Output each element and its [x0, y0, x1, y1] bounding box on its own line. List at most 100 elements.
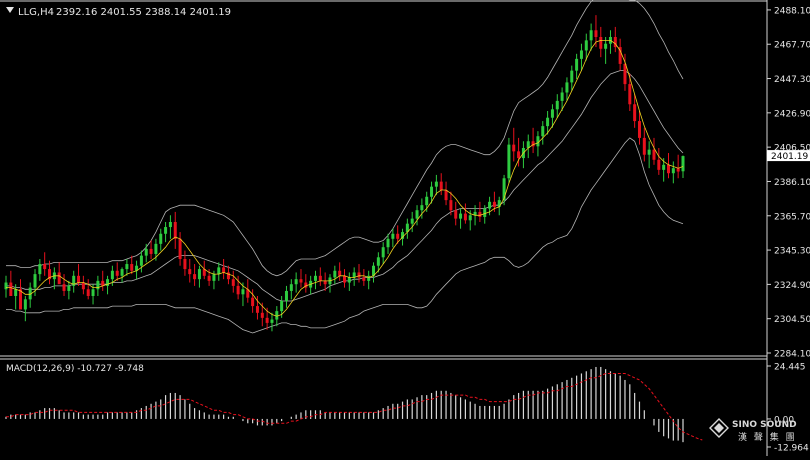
candle-body: [633, 104, 637, 122]
candle-body: [347, 277, 351, 283]
candle-body: [550, 109, 554, 118]
price-tick-label: 2386.10: [774, 178, 810, 188]
candlesticks: [4, 15, 685, 332]
price-tick-label: 2406.50: [774, 144, 810, 154]
candle-body: [546, 117, 550, 127]
candle-body: [401, 232, 405, 239]
candle-body: [555, 100, 559, 110]
candle-body: [81, 282, 85, 290]
candle-body: [217, 267, 221, 275]
candle-body: [193, 274, 197, 280]
macd-label: MACD(12,26,9) -10.727 -9.748: [6, 364, 144, 374]
moving-average: [6, 40, 684, 317]
candle-body: [662, 164, 666, 170]
candle-body: [19, 289, 23, 310]
candle-body: [512, 144, 516, 152]
candle-body: [164, 227, 168, 234]
current-price-label: 2401.19: [771, 152, 808, 162]
candle-body: [343, 275, 346, 283]
watermark-sub: 漢 聲 集 團: [738, 431, 797, 443]
candle-body: [77, 275, 81, 283]
candle-body: [48, 269, 52, 280]
candle-body: [623, 63, 627, 85]
candle-body: [91, 289, 95, 296]
candle-body: [284, 290, 288, 302]
candle-body: [681, 156, 685, 172]
macd-signal-line: [6, 373, 703, 441]
candle-body: [255, 306, 259, 313]
candle-body: [275, 311, 279, 320]
candle-body: [463, 213, 467, 221]
candle-body: [197, 269, 201, 280]
candle-body: [139, 255, 143, 266]
middle-band-line: [6, 70, 684, 302]
candle-body: [396, 233, 400, 239]
candle-body: [241, 289, 245, 295]
candle-body: [333, 270, 337, 278]
price-tick-label: 2324.90: [774, 281, 810, 291]
candle-body: [531, 141, 535, 147]
price-tick-label: 2304.50: [774, 315, 810, 325]
candle-body: [202, 269, 206, 276]
candle-body: [299, 279, 303, 283]
candle-body: [265, 317, 269, 323]
candle-body: [613, 36, 617, 48]
candle-body: [584, 40, 588, 51]
candle-body: [517, 151, 521, 159]
candle-body: [386, 238, 390, 248]
candle-body: [676, 168, 680, 172]
macd-histogram: [5, 366, 684, 443]
candle-body: [352, 272, 356, 278]
candle-body: [120, 269, 124, 276]
candle-body: [618, 47, 622, 64]
candle-body: [579, 50, 583, 59]
candle-body: [38, 264, 42, 275]
candle-body: [110, 270, 114, 280]
candle-body: [430, 186, 434, 197]
candle-body: [666, 164, 670, 174]
candle-body: [270, 319, 274, 323]
candle-body: [671, 168, 675, 174]
candle-body: [381, 247, 385, 258]
candle-body: [280, 301, 284, 312]
candle-body: [207, 275, 211, 281]
candle-body: [173, 221, 177, 239]
candle-body: [410, 218, 414, 224]
candle-body: [260, 312, 264, 318]
candle-body: [212, 274, 216, 281]
candle-body: [459, 213, 463, 219]
price-tick-label: 2345.30: [774, 247, 810, 257]
candle-body: [338, 270, 342, 276]
candle-body: [72, 275, 76, 286]
macd-tick-label: -12.964: [774, 444, 809, 454]
candle-body: [391, 233, 395, 239]
candle-body: [594, 30, 598, 37]
symbol-dropdown-icon[interactable]: [6, 7, 14, 13]
candle-body: [507, 144, 511, 179]
candle-body: [304, 282, 308, 288]
price-axis: 2488.10 2467.70 2447.30 2426.90 2406.50 2386.…: [767, 6, 810, 360]
candle-body: [376, 257, 380, 266]
candle-body: [642, 137, 646, 155]
candle-body: [405, 223, 409, 233]
candle-body: [106, 279, 110, 286]
current-price-tag: 2401.19: [767, 150, 810, 162]
candle-body: [294, 279, 298, 285]
candle-body: [483, 208, 487, 217]
candle-body: [367, 275, 371, 281]
price-tick-label: 2447.30: [774, 75, 810, 85]
candle-body: [357, 272, 361, 278]
ohlc-readout: 2392.16 2401.55 2388.14 2401.19: [56, 7, 231, 18]
candle-body: [492, 201, 496, 207]
candle-body: [628, 84, 632, 105]
candle-body: [231, 279, 235, 286]
candle-body: [154, 243, 158, 254]
price-tick-label: 2284.10: [774, 350, 810, 360]
candle-body: [565, 82, 569, 93]
candle-body: [599, 36, 603, 49]
watermark-logo: SINO SOUND 漢 聲 集 團: [708, 416, 808, 454]
price-tick-label: 2467.70: [774, 41, 810, 51]
candle-body: [604, 43, 608, 49]
